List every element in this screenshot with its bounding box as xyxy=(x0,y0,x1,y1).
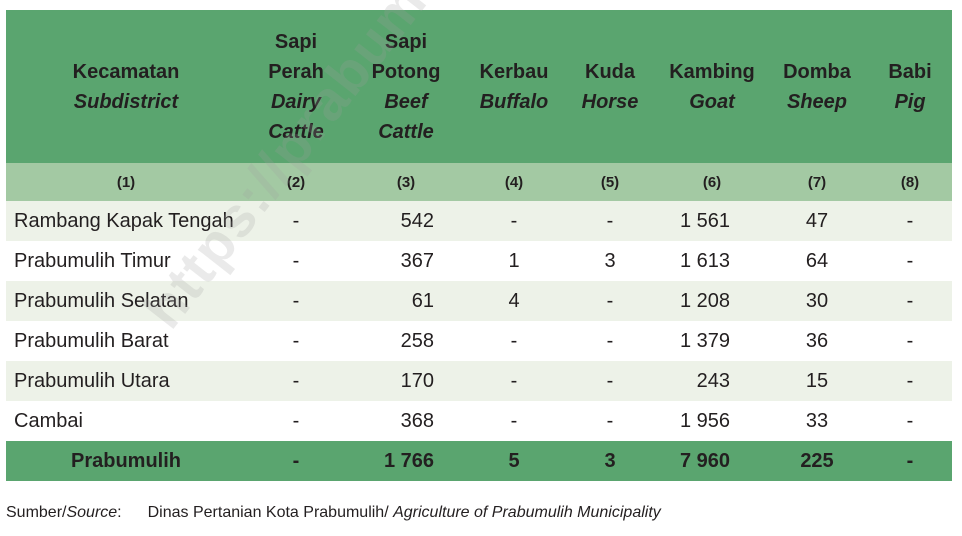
cell-horse: - xyxy=(562,321,658,361)
source-colon: : xyxy=(117,504,122,521)
cell-buffalo: - xyxy=(466,321,562,361)
livestock-table: Kecamatan Subdistrict Sapi Perah Dairy C… xyxy=(6,10,952,481)
header-horse: Kuda Horse xyxy=(562,10,658,163)
cell-buffalo: - xyxy=(466,201,562,241)
total-goat: 7 960 xyxy=(658,441,766,481)
total-row: Prabumulih - 1 766 5 3 7 960 225 - xyxy=(6,441,952,481)
column-number: (3) xyxy=(346,163,466,201)
header-subdistrict: Kecamatan Subdistrict xyxy=(6,10,246,163)
total-beef-cattle: 1 766 xyxy=(346,441,466,481)
source-label-id: Sumber/ xyxy=(6,504,67,521)
subdistrict-name: Prabumulih Barat xyxy=(6,321,246,361)
cell-goat: 1 613 xyxy=(658,241,766,281)
cell-pig: - xyxy=(868,401,952,441)
cell-beef-cattle: 542 xyxy=(346,201,466,241)
cell-dairy-cattle: - xyxy=(246,401,346,441)
cell-dairy-cattle: - xyxy=(246,201,346,241)
cell-beef-cattle: 170 xyxy=(346,361,466,401)
cell-beef-cattle: 367 xyxy=(346,241,466,281)
total-horse: 3 xyxy=(562,441,658,481)
total-dairy-cattle: - xyxy=(246,441,346,481)
cell-sheep: 33 xyxy=(766,401,868,441)
subdistrict-name: Prabumulih Timur xyxy=(6,241,246,281)
cell-dairy-cattle: - xyxy=(246,361,346,401)
column-number: (4) xyxy=(466,163,562,201)
source-note: Sumber/Source: Dinas Pertanian Kota Prabu… xyxy=(6,504,661,522)
subdistrict-name: Prabumulih Selatan xyxy=(6,281,246,321)
cell-pig: - xyxy=(868,321,952,361)
livestock-table-container: Kecamatan Subdistrict Sapi Perah Dairy C… xyxy=(6,10,952,481)
subdistrict-name: Rambang Kapak Tengah xyxy=(6,201,246,241)
cell-dairy-cattle: - xyxy=(246,241,346,281)
column-number: (7) xyxy=(766,163,868,201)
cell-buffalo: 4 xyxy=(466,281,562,321)
subdistrict-name: Prabumulih Utara xyxy=(6,361,246,401)
column-number: (6) xyxy=(658,163,766,201)
column-number-row: (1) (2) (3) (4) (5) (6) (7) (8) xyxy=(6,163,952,201)
cell-beef-cattle: 61 xyxy=(346,281,466,321)
header-pig: Babi Pig xyxy=(868,10,952,163)
cell-horse: - xyxy=(562,361,658,401)
cell-goat: 1 379 xyxy=(658,321,766,361)
cell-horse: 3 xyxy=(562,241,658,281)
total-pig: - xyxy=(868,441,952,481)
header-goat: Kambing Goat xyxy=(658,10,766,163)
cell-buffalo: - xyxy=(466,361,562,401)
total-sheep: 225 xyxy=(766,441,868,481)
cell-dairy-cattle: - xyxy=(246,321,346,361)
table-row: Rambang Kapak Tengah - 542 - - 1 561 47 … xyxy=(6,201,952,241)
cell-sheep: 36 xyxy=(766,321,868,361)
cell-pig: - xyxy=(868,201,952,241)
cell-buffalo: - xyxy=(466,401,562,441)
cell-buffalo: 1 xyxy=(466,241,562,281)
header-buffalo: Kerbau Buffalo xyxy=(466,10,562,163)
table-row: Prabumulih Barat - 258 - - 1 379 36 - xyxy=(6,321,952,361)
cell-pig: - xyxy=(868,361,952,401)
table-row: Prabumulih Utara - 170 - - 243 15 - xyxy=(6,361,952,401)
cell-goat: 243 xyxy=(658,361,766,401)
source-label-en: Source xyxy=(66,504,118,521)
source-text-id: Dinas Pertanian Kota Prabumulih/ xyxy=(147,504,394,521)
source-text-en: Agriculture of Prabumulih Municipality xyxy=(393,504,661,521)
cell-sheep: 30 xyxy=(766,281,868,321)
cell-goat: 1 956 xyxy=(658,401,766,441)
header-sheep: Domba Sheep xyxy=(766,10,868,163)
table-body: Rambang Kapak Tengah - 542 - - 1 561 47 … xyxy=(6,201,952,441)
cell-horse: - xyxy=(562,201,658,241)
table-row: Cambai - 368 - - 1 956 33 - xyxy=(6,401,952,441)
column-number: (8) xyxy=(868,163,952,201)
cell-horse: - xyxy=(562,401,658,441)
column-number: (5) xyxy=(562,163,658,201)
table-row: Prabumulih Timur - 367 1 3 1 613 64 - xyxy=(6,241,952,281)
header-row: Kecamatan Subdistrict Sapi Perah Dairy C… xyxy=(6,10,952,163)
header-beef-cattle: Sapi Potong Beef Cattle xyxy=(346,10,466,163)
cell-goat: 1 208 xyxy=(658,281,766,321)
total-label: Prabumulih xyxy=(6,441,246,481)
column-number: (2) xyxy=(246,163,346,201)
table-row: Prabumulih Selatan - 61 4 - 1 208 30 - xyxy=(6,281,952,321)
cell-dairy-cattle: - xyxy=(246,281,346,321)
total-buffalo: 5 xyxy=(466,441,562,481)
cell-pig: - xyxy=(868,241,952,281)
cell-pig: - xyxy=(868,281,952,321)
column-number: (1) xyxy=(6,163,246,201)
cell-sheep: 15 xyxy=(766,361,868,401)
cell-beef-cattle: 368 xyxy=(346,401,466,441)
cell-sheep: 64 xyxy=(766,241,868,281)
cell-beef-cattle: 258 xyxy=(346,321,466,361)
cell-goat: 1 561 xyxy=(658,201,766,241)
header-dairy-cattle: Sapi Perah Dairy Cattle xyxy=(246,10,346,163)
cell-sheep: 47 xyxy=(766,201,868,241)
cell-horse: - xyxy=(562,281,658,321)
subdistrict-name: Cambai xyxy=(6,401,246,441)
